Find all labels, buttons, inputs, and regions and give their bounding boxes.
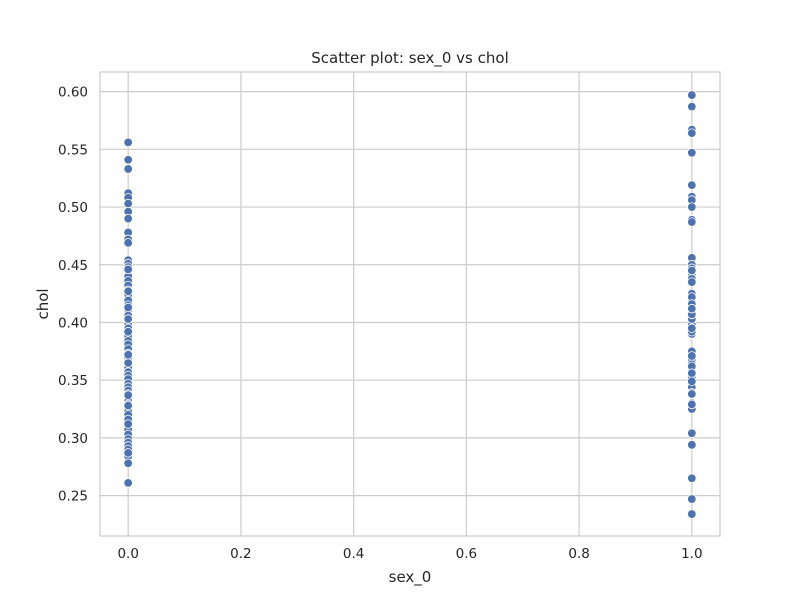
data-point (687, 128, 697, 138)
data-point (687, 265, 697, 276)
data-point (687, 389, 697, 399)
data-point (123, 478, 133, 488)
y-tick-label: 0.55 (58, 142, 88, 158)
data-point (123, 327, 133, 337)
data-point (687, 303, 697, 314)
y-tick-label: 0.35 (58, 373, 88, 389)
data-point (123, 390, 133, 400)
data-point (123, 164, 133, 174)
data-point (123, 358, 133, 368)
data-point (687, 217, 697, 227)
x-tick-label: 0.2 (230, 546, 251, 562)
y-tick-label: 0.30 (58, 431, 88, 447)
data-point (123, 198, 133, 209)
data-point (687, 101, 697, 112)
data-point (123, 400, 133, 411)
data-point (687, 202, 697, 212)
data-point (123, 238, 133, 248)
y-tick-label: 0.45 (58, 258, 88, 274)
y-tick-labels: 0.25 0.30 0.35 0.40 0.45 0.50 0.55 0.60 (58, 85, 88, 505)
data-point (687, 90, 697, 100)
y-tick-label: 0.50 (58, 200, 88, 216)
x-tick-label: 0.0 (117, 546, 138, 562)
x-tick-label: 0.8 (568, 546, 589, 562)
data-point (687, 440, 697, 450)
data-points (123, 90, 697, 519)
data-point (687, 494, 697, 504)
y-axis-label: chol (34, 288, 52, 319)
data-point (123, 448, 133, 458)
data-point (123, 350, 133, 360)
y-tick-label: 0.25 (58, 489, 88, 505)
data-point (687, 351, 697, 361)
data-point (123, 419, 133, 429)
data-point (687, 277, 697, 287)
data-point (687, 368, 697, 378)
y-tick-label: 0.60 (58, 85, 88, 101)
data-point (123, 302, 133, 313)
data-point (123, 213, 133, 224)
data-point (687, 180, 697, 190)
chart-title: Scatter plot: sex_0 vs chol (311, 49, 508, 68)
x-tick-label: 0.4 (343, 546, 364, 562)
y-tick-label: 0.40 (58, 315, 88, 331)
data-point (687, 376, 697, 387)
data-point (687, 323, 697, 333)
data-point (123, 286, 133, 297)
data-point (687, 509, 697, 519)
x-tick-labels: 0.0 0.2 0.4 0.6 0.8 1.0 (117, 546, 702, 562)
plot-frame (99, 71, 721, 537)
x-tick-label: 1.0 (681, 546, 702, 562)
data-point (123, 458, 133, 468)
x-tick-label: 0.6 (456, 546, 477, 562)
data-point (687, 473, 697, 483)
data-point (687, 428, 697, 438)
plot-background (100, 72, 720, 536)
data-point (687, 148, 697, 158)
x-axis-label: sex_0 (389, 568, 432, 587)
data-point (123, 264, 133, 275)
data-point (123, 137, 133, 148)
data-point (123, 314, 133, 324)
data-point (123, 155, 133, 165)
data-point (687, 399, 697, 410)
